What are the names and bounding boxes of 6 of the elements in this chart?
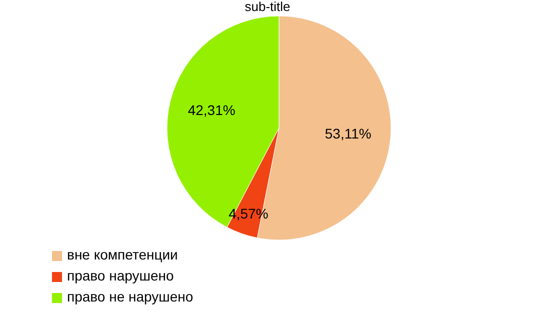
data-label: 42,31% [188,102,236,118]
data-label: 53,11% [324,125,372,142]
legend-label: право нарушено [67,268,174,284]
legend-label: право не нарушено [67,288,194,305]
legend-label: вне компетенции [67,246,178,263]
chart-subtitle: sub-title [244,0,290,14]
